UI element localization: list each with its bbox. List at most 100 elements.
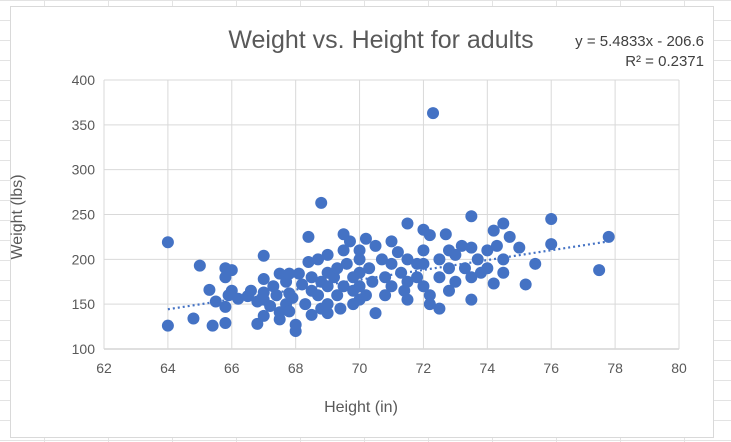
x-tick-label: 74	[480, 360, 496, 376]
x-axis-title: Height (in)	[324, 399, 398, 416]
data-point	[427, 107, 440, 120]
data-point	[302, 256, 315, 269]
data-point	[433, 253, 446, 266]
data-point	[513, 241, 526, 254]
y-tick-label: 350	[72, 117, 96, 133]
x-tick-label: 68	[288, 360, 304, 376]
data-point	[273, 267, 286, 280]
data-point	[401, 217, 414, 230]
y-tick-label: 100	[72, 341, 96, 357]
data-point	[359, 232, 372, 245]
data-point	[417, 280, 430, 293]
data-point	[257, 309, 270, 322]
chart-area[interactable]: 100 150 200 250 300 350 400 62 64 66 68 70 72 74 76 78 8…	[9, 6, 714, 438]
data-point	[490, 239, 503, 252]
data-point	[433, 271, 446, 284]
data-point	[385, 280, 398, 293]
data-point	[443, 262, 455, 275]
y-tick-label: 200	[72, 251, 96, 267]
data-point	[321, 298, 334, 311]
data-point	[519, 278, 532, 291]
data-point	[497, 266, 510, 279]
data-point	[369, 239, 382, 252]
data-point	[487, 224, 500, 237]
data-point	[209, 295, 222, 308]
x-tick-label: 80	[671, 360, 687, 376]
data-point	[391, 246, 404, 259]
data-point	[369, 307, 382, 320]
data-point	[312, 253, 325, 266]
data-point	[529, 257, 542, 270]
data-point	[465, 293, 478, 306]
data-point	[296, 278, 309, 291]
data-point	[401, 293, 414, 306]
data-point	[439, 228, 452, 241]
data-point	[193, 259, 206, 272]
data-point	[337, 244, 350, 257]
data-point	[602, 230, 615, 243]
data-point	[379, 271, 392, 284]
data-point	[219, 300, 232, 313]
data-point	[331, 289, 344, 302]
y-tick-label: 250	[72, 207, 96, 223]
data-point	[545, 238, 558, 251]
chart-title: Weight vs. Height for adults	[228, 26, 534, 54]
data-point	[449, 248, 462, 261]
x-tick-label: 72	[416, 360, 432, 376]
data-point	[286, 291, 299, 304]
data-point	[481, 262, 494, 275]
data-point	[497, 217, 510, 230]
data-point	[401, 275, 414, 288]
trendline	[167, 240, 609, 311]
data-point	[481, 244, 494, 257]
x-tick-label: 66	[224, 360, 240, 376]
data-point	[225, 284, 238, 297]
data-point	[423, 298, 436, 311]
data-point	[471, 253, 484, 266]
trendline-equation: y = 5.4833x - 206.6	[575, 33, 704, 50]
data-point	[161, 236, 174, 249]
data-point	[264, 299, 277, 312]
y-tick-label: 400	[72, 72, 96, 88]
data-point	[465, 241, 478, 254]
data-point	[340, 257, 353, 270]
data-point	[305, 308, 318, 321]
data-point	[315, 196, 328, 209]
data-point	[443, 284, 455, 297]
data-point	[363, 262, 376, 275]
data-point	[270, 289, 283, 302]
data-point	[545, 212, 558, 225]
data-point	[321, 248, 334, 261]
data-point	[337, 280, 350, 293]
data-point	[455, 239, 468, 252]
data-point	[331, 262, 344, 275]
data-point	[187, 312, 200, 325]
x-tick-label: 76	[543, 360, 559, 376]
trendline-r-squared: R² = 0.2371	[625, 53, 704, 70]
data-point	[423, 289, 436, 302]
data-point	[411, 271, 424, 284]
data-point	[292, 267, 305, 280]
data-point	[244, 284, 257, 297]
data-point	[503, 230, 516, 243]
data-point	[283, 305, 296, 318]
data-point	[385, 257, 398, 270]
data-point	[465, 210, 478, 223]
data-point	[417, 244, 430, 257]
data-point	[289, 325, 302, 338]
data-point	[283, 267, 296, 280]
data-point	[385, 235, 398, 248]
x-tick-label: 78	[607, 360, 623, 376]
data-point	[433, 302, 446, 315]
data-point	[334, 302, 347, 315]
data-point	[305, 271, 318, 284]
data-point	[206, 319, 219, 332]
data-point	[251, 317, 264, 330]
data-point	[497, 253, 510, 266]
data-point	[449, 275, 462, 288]
data-point	[366, 275, 379, 288]
data-point	[359, 289, 372, 302]
data-point	[353, 244, 366, 257]
data-point	[219, 316, 232, 329]
data-point	[225, 264, 238, 277]
